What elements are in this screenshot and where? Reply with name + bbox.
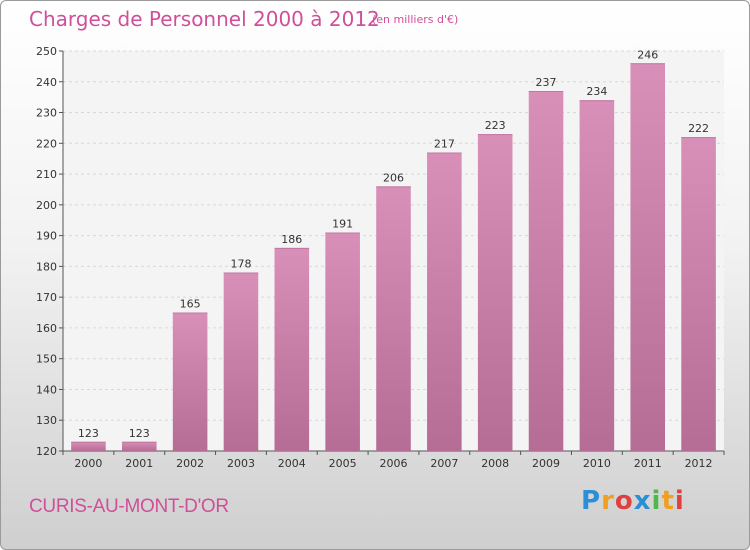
bar	[630, 63, 666, 452]
bar	[223, 272, 259, 451]
x-tick-label: 2005	[329, 457, 357, 470]
x-tick-label: 2007	[430, 457, 458, 470]
y-tick-label: 180	[36, 260, 57, 273]
logo-letter: t	[661, 486, 675, 516]
y-tick-label: 140	[36, 383, 57, 396]
data-label: 123	[78, 427, 99, 440]
data-label: 222	[688, 122, 709, 135]
data-label: 206	[383, 171, 404, 184]
x-tick-label: 2010	[583, 457, 611, 470]
bar	[681, 137, 716, 451]
data-label: 191	[332, 218, 353, 231]
data-label: 165	[180, 298, 201, 311]
bar	[579, 100, 615, 451]
y-tick-label: 200	[36, 199, 57, 212]
x-tick-label: 2008	[481, 457, 509, 470]
chart-unit: (en milliers d'€)	[372, 13, 459, 26]
data-label: 234	[586, 85, 607, 98]
data-label: 223	[485, 119, 506, 132]
y-tick-label: 210	[36, 168, 57, 181]
y-tick-label: 160	[36, 322, 57, 335]
logo-letter: P	[581, 486, 602, 516]
bar	[274, 247, 310, 451]
x-tick-label: 2006	[380, 457, 408, 470]
data-label: 246	[637, 48, 658, 61]
bars	[71, 63, 716, 452]
x-tick-label: 2009	[532, 457, 560, 470]
chart-title: Charges de Personnel 2000 à 2012	[29, 7, 380, 31]
logo-letter: i	[674, 486, 685, 516]
bar	[477, 134, 513, 452]
labels: 120 130 140 150 160 170 180 190 200 210 220 230 240 2…	[36, 45, 713, 470]
proxiti-logo[interactable]: Proxiti	[581, 486, 685, 516]
logo-letter: r	[601, 486, 615, 516]
logo-letter: x	[633, 486, 652, 516]
x-tick-label: 2003	[227, 457, 255, 470]
y-tick-label: 230	[36, 107, 57, 120]
y-tick-label: 250	[36, 45, 57, 58]
bar	[71, 441, 106, 451]
y-tick-label: 170	[36, 291, 57, 304]
y-tick-label: 220	[36, 137, 57, 150]
data-label: 178	[230, 258, 251, 271]
city-name: CURIS-AU-MONT-D'OR	[29, 496, 229, 517]
x-tick-label: 2012	[685, 457, 713, 470]
y-tick-label: 150	[36, 353, 57, 366]
bar	[528, 91, 564, 451]
x-tick-label: 2000	[74, 457, 102, 470]
data-label: 123	[129, 427, 150, 440]
x-tick-label: 2004	[278, 457, 306, 470]
y-tick-label: 190	[36, 230, 57, 243]
logo-letter: o	[614, 486, 634, 516]
bar	[121, 441, 157, 451]
bar	[376, 186, 411, 451]
y-tick-label: 130	[36, 414, 57, 427]
bar	[427, 152, 462, 452]
data-label: 217	[434, 138, 455, 151]
logo-letter: i	[651, 486, 662, 516]
x-tick-label: 2002	[176, 457, 204, 470]
data-label: 186	[281, 233, 302, 246]
x-tick-label: 2011	[634, 457, 662, 470]
y-tick-label: 240	[36, 76, 57, 89]
x-tick-label: 2001	[125, 457, 153, 470]
data-label: 237	[536, 76, 557, 89]
bar	[325, 232, 360, 451]
bar	[172, 312, 208, 451]
y-tick-label: 120	[36, 445, 57, 458]
